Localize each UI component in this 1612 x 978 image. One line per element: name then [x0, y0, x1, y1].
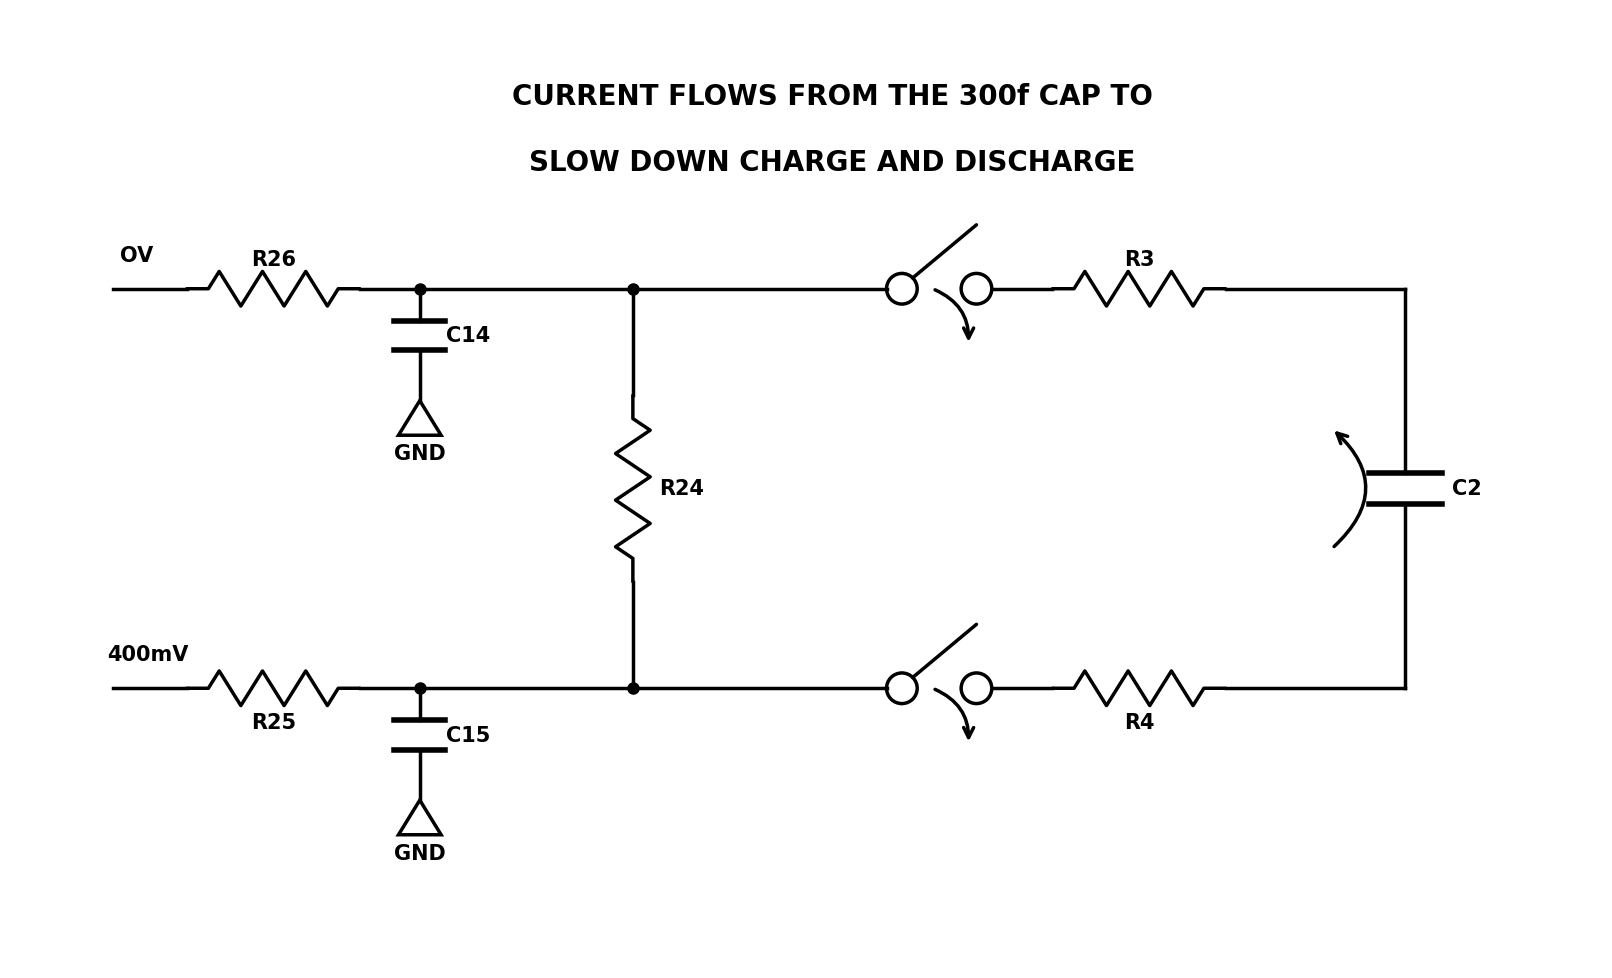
- Text: C2: C2: [1452, 479, 1481, 499]
- Text: CURRENT FLOWS FROM THE 300f CAP TO: CURRENT FLOWS FROM THE 300f CAP TO: [513, 82, 1153, 111]
- Text: R24: R24: [659, 479, 704, 499]
- Text: R26: R26: [251, 249, 295, 270]
- Text: GND: GND: [393, 843, 445, 863]
- Text: GND: GND: [393, 444, 445, 464]
- Text: SLOW DOWN CHARGE AND DISCHARGE: SLOW DOWN CHARGE AND DISCHARGE: [529, 149, 1136, 177]
- Text: 400mV: 400mV: [106, 645, 189, 665]
- Text: R4: R4: [1124, 713, 1154, 733]
- Text: R25: R25: [251, 713, 297, 733]
- Text: C14: C14: [447, 326, 490, 346]
- Text: R3: R3: [1124, 249, 1154, 270]
- Text: OV: OV: [121, 245, 153, 265]
- Text: C15: C15: [447, 725, 490, 745]
